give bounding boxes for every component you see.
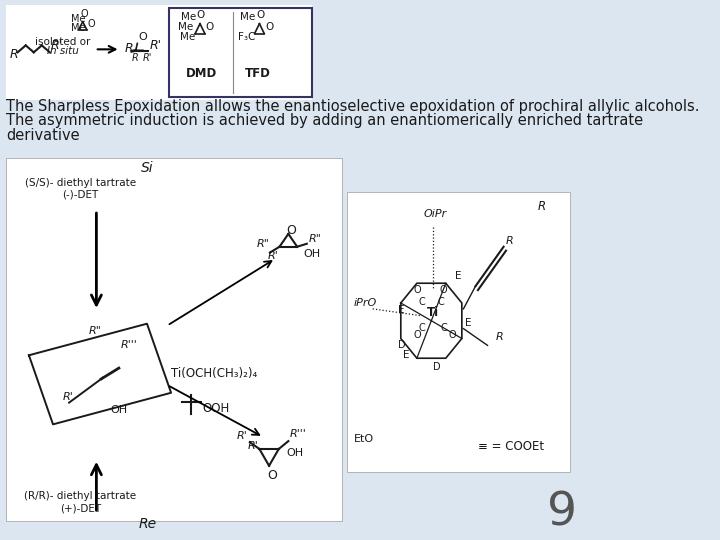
Text: Me: Me <box>240 12 256 22</box>
FancyBboxPatch shape <box>347 192 570 472</box>
Text: OH: OH <box>111 404 128 415</box>
Text: R': R' <box>63 392 73 402</box>
Text: Me: Me <box>181 12 196 22</box>
Text: OOH: OOH <box>202 402 230 415</box>
Text: Re: Re <box>138 517 156 531</box>
Text: The asymmetric induction is achieved by adding an enantiomerically enriched tart: The asymmetric induction is achieved by … <box>6 113 644 129</box>
Text: O: O <box>414 330 421 341</box>
Text: O: O <box>414 285 421 295</box>
Text: C: C <box>438 297 444 307</box>
Text: isolated or: isolated or <box>35 37 90 48</box>
Text: R": R" <box>257 239 270 249</box>
Text: Me: Me <box>180 32 195 43</box>
Text: E: E <box>397 305 404 315</box>
Text: F₃C: F₃C <box>238 32 255 43</box>
Text: R": R" <box>308 234 321 244</box>
Text: O: O <box>88 19 95 29</box>
Text: O: O <box>138 32 147 43</box>
Text: EtO: EtO <box>354 434 374 444</box>
Text: R: R <box>505 236 513 246</box>
Text: R': R' <box>248 441 258 451</box>
Text: O: O <box>286 224 296 237</box>
Text: Me: Me <box>179 22 194 32</box>
Text: E: E <box>465 318 472 328</box>
Text: O: O <box>81 9 88 19</box>
Text: R': R' <box>50 39 63 52</box>
Text: R': R' <box>149 39 161 52</box>
Text: Ti: Ti <box>427 306 439 319</box>
Text: R': R' <box>267 251 278 261</box>
Text: iPrO: iPrO <box>354 298 377 308</box>
Text: R''': R''' <box>290 429 307 439</box>
Text: Me: Me <box>71 23 85 32</box>
Text: D: D <box>433 362 441 372</box>
Text: E: E <box>403 350 410 360</box>
Text: O: O <box>197 10 205 20</box>
Text: Me: Me <box>71 14 85 24</box>
Text: (R/R)- diethyl tartrate: (R/R)- diethyl tartrate <box>24 491 136 501</box>
Text: R: R <box>132 53 138 63</box>
Text: (S/S)- diethyl tartrate: (S/S)- diethyl tartrate <box>24 178 136 187</box>
Text: O: O <box>265 22 274 32</box>
Text: (-)-DET: (-)-DET <box>62 190 99 199</box>
Text: R: R <box>538 200 546 213</box>
Text: O: O <box>439 285 447 295</box>
Text: R: R <box>9 48 18 61</box>
Text: O: O <box>206 22 214 32</box>
Text: O: O <box>256 10 264 20</box>
Text: O: O <box>267 469 277 482</box>
FancyBboxPatch shape <box>6 158 342 521</box>
Text: C: C <box>418 297 426 307</box>
Text: The Sharpless Epoxidation allows the enantioselective epoxidation of prochiral a: The Sharpless Epoxidation allows the ena… <box>6 98 700 113</box>
Text: OH: OH <box>287 448 304 458</box>
Text: D: D <box>397 340 405 350</box>
Text: C: C <box>418 322 426 333</box>
Text: OH: OH <box>304 248 320 259</box>
Text: E: E <box>456 271 462 281</box>
Text: Ti(OCH(CH₃)₂)₄: Ti(OCH(CH₃)₂)₄ <box>171 367 257 380</box>
Text: In situ: In situ <box>47 46 78 56</box>
FancyBboxPatch shape <box>6 5 312 100</box>
Text: C: C <box>441 322 448 333</box>
Text: DMD: DMD <box>186 67 217 80</box>
Text: derivative: derivative <box>6 128 80 143</box>
Text: R''': R''' <box>120 340 138 350</box>
Text: O: O <box>449 330 456 341</box>
Text: ≡ = COOEt: ≡ = COOEt <box>478 440 544 453</box>
Text: TFD: TFD <box>245 67 271 80</box>
Text: R': R' <box>237 431 248 441</box>
Text: Si: Si <box>141 161 154 175</box>
Text: (+)-DET: (+)-DET <box>60 503 101 513</box>
Text: OiPr: OiPr <box>423 209 446 219</box>
Text: 9: 9 <box>547 491 577 536</box>
Text: R': R' <box>143 53 153 63</box>
Text: R: R <box>125 42 133 55</box>
Text: R": R" <box>89 326 102 335</box>
Text: R: R <box>495 333 503 342</box>
FancyBboxPatch shape <box>168 8 312 97</box>
